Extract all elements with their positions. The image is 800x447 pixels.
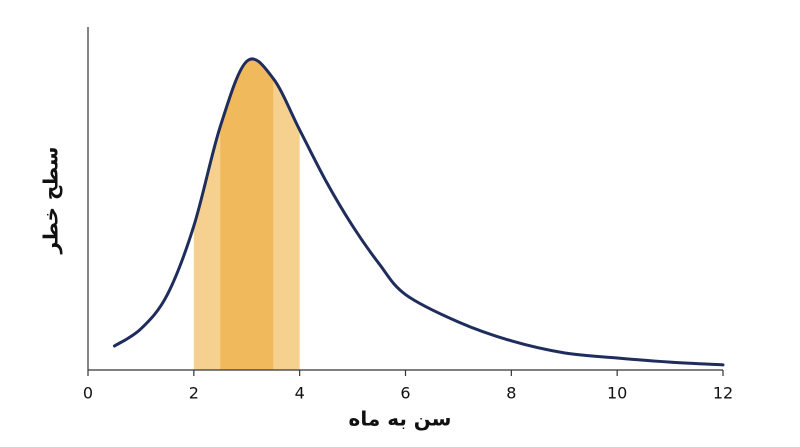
x-axis-label: سن به ماه	[349, 407, 452, 431]
curve	[112, 57, 725, 367]
x-tick-label: 2	[189, 384, 199, 403]
band	[220, 58, 274, 370]
x-tick-label: 12	[713, 384, 733, 403]
x-tick-label: 8	[506, 384, 516, 403]
x-tick-label: 4	[295, 384, 305, 403]
x-tick-label: 0	[83, 384, 93, 403]
x-tick-label: 10	[607, 384, 627, 403]
x-tick-label: 6	[400, 384, 410, 403]
y-axis-label: سطح خطر	[39, 147, 63, 255]
bands	[193, 58, 300, 370]
